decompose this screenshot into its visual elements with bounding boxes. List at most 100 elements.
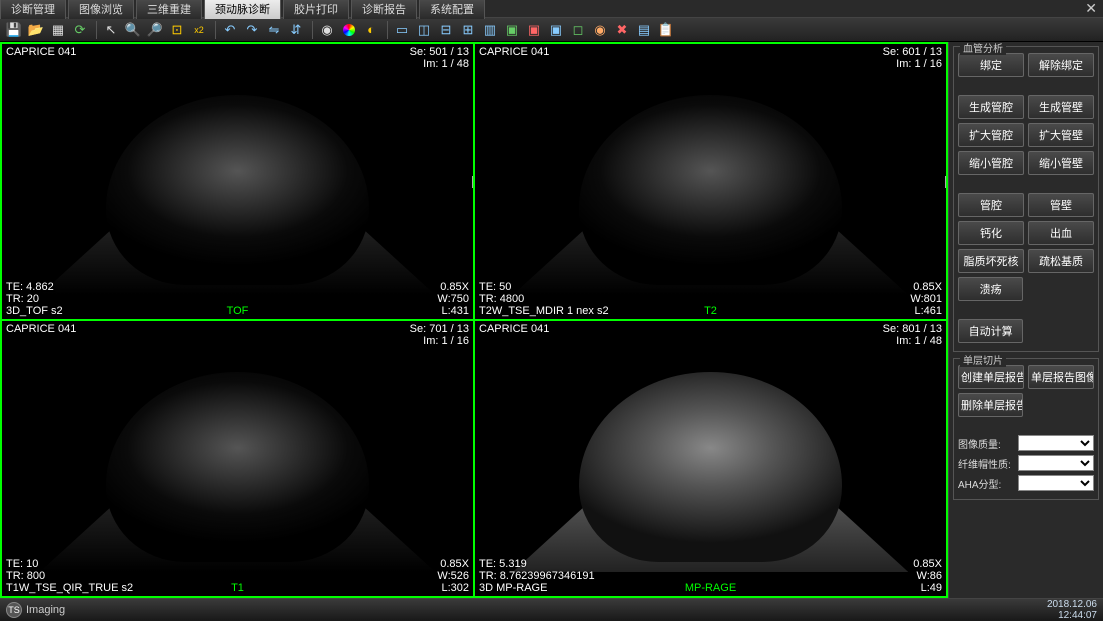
viewport-tof[interactable]: CAPRICE 041 Se: 501 / 13Im: 1 / 48 TE: 4… [1, 43, 474, 320]
gen-wall-button[interactable]: 生成管壁 [1028, 95, 1094, 119]
lipid-core-button[interactable]: 脂质坏死核 [958, 249, 1024, 273]
slice-report-image-button[interactable]: 单层报告图像 [1028, 365, 1094, 389]
separator [215, 21, 216, 39]
tool-report-icon[interactable]: 📋 [656, 20, 676, 40]
main-area: CAPRICE 041 Se: 501 / 13Im: 1 / 48 TE: 4… [0, 42, 1103, 598]
tool-rotate-right-icon[interactable]: ↷ [242, 20, 262, 40]
tool-cross-red-icon[interactable]: ✖ [612, 20, 632, 40]
tool-open-icon[interactable]: 📂 [26, 20, 46, 40]
sequence-label: T1 [231, 582, 244, 594]
tool-cd-icon[interactable]: ◉ [317, 20, 337, 40]
mri-image [475, 321, 946, 596]
tab-diagnosis-mgmt[interactable]: 诊断管理 [0, 0, 66, 19]
unbind-button[interactable]: 解除绑定 [1028, 53, 1094, 77]
tool-rotate-left-icon[interactable]: ↶ [220, 20, 240, 40]
hemorrhage-button[interactable]: 出血 [1028, 221, 1094, 245]
tool-layout2-icon[interactable]: ◫ [414, 20, 434, 40]
fibrous-cap-select[interactable] [1018, 455, 1094, 471]
shrink-lumen-button[interactable]: 缩小管腔 [958, 151, 1024, 175]
delete-slice-report-button[interactable]: 删除单层报告 [958, 393, 1023, 417]
tool-grid-icon[interactable]: ▦ [48, 20, 68, 40]
window-info: 0.85X W:750 L:431 [437, 281, 469, 317]
tab-image-browse[interactable]: 图像浏览 [68, 0, 134, 19]
ulcer-button[interactable]: 溃疡 [958, 277, 1023, 301]
calcification-button[interactable]: 钙化 [958, 221, 1024, 245]
mri-image [2, 321, 473, 596]
tool-window-green-icon[interactable]: ▣ [502, 20, 522, 40]
toolbar: 💾 📂 ▦ ⟳ ↖ 🔍 🔎 ⊡ x2 ↶ ↷ ⇋ ⇵ ◉ ◐ ▭ ◫ ⊟ ⊞ ▥… [0, 18, 1103, 42]
gen-lumen-button[interactable]: 生成管腔 [958, 95, 1024, 119]
slice-slider-thumb[interactable] [945, 176, 947, 188]
tool-layout5-icon[interactable]: ▥ [480, 20, 500, 40]
tab-film-print[interactable]: 胶片打印 [283, 0, 349, 19]
series-info: Se: 501 / 13Im: 1 / 48 [410, 46, 469, 70]
viewport-t2[interactable]: CAPRICE 041 Se: 601 / 13Im: 1 / 16 TE: 5… [474, 43, 947, 320]
tab-3d-recon[interactable]: 三维重建 [136, 0, 202, 19]
enlarge-wall-button[interactable]: 扩大管壁 [1028, 123, 1094, 147]
tool-pointer-icon[interactable]: ↖ [101, 20, 121, 40]
tool-flip-h-icon[interactable]: ⇋ [264, 20, 284, 40]
image-quality-select[interactable] [1018, 435, 1094, 451]
aha-type-select[interactable] [1018, 475, 1094, 491]
tool-layout4-icon[interactable]: ⊞ [458, 20, 478, 40]
tool-window-red-icon[interactable]: ▣ [524, 20, 544, 40]
tool-select-green-icon[interactable]: ◻ [568, 20, 588, 40]
loose-matrix-button[interactable]: 疏松基质 [1028, 249, 1094, 273]
patient-id: CAPRICE 041 [479, 323, 549, 335]
tool-circle-orange-icon[interactable]: ◉ [590, 20, 610, 40]
tool-lamp-icon[interactable]: ◐ [361, 20, 381, 40]
tool-save-icon[interactable]: 💾 [4, 20, 24, 40]
tab-carotid-diagnosis[interactable]: 颈动脉诊断 [204, 0, 281, 19]
tool-zoom-x2-icon[interactable]: x2 [189, 20, 209, 40]
sequence-label: TOF [227, 305, 249, 317]
logo-icon: TS [6, 602, 22, 618]
lumen-button[interactable]: 管腔 [958, 193, 1024, 217]
acquisition-info: TE: 5.319 TR: 8.76239967346191 3D MP-RAG… [479, 558, 595, 594]
viewport-mprage[interactable]: CAPRICE 041 Se: 801 / 13Im: 1 / 48 TE: 5… [474, 320, 947, 597]
tool-zoom-fit-icon[interactable]: ⊡ [167, 20, 187, 40]
window-info: 0.85X W:526 L:302 [437, 558, 469, 594]
tab-bar: 诊断管理 图像浏览 三维重建 颈动脉诊断 胶片打印 诊断报告 系统配置 ✕ [0, 0, 1103, 18]
tool-refresh-icon[interactable]: ⟳ [70, 20, 90, 40]
tab-diagnosis-report[interactable]: 诊断报告 [351, 0, 417, 19]
tool-zoom-in-icon[interactable]: 🔍 [123, 20, 143, 40]
bind-button[interactable]: 绑定 [958, 53, 1024, 77]
tool-window-blue-icon[interactable]: ▣ [546, 20, 566, 40]
auto-calc-button[interactable]: 自动计算 [958, 319, 1023, 343]
separator [387, 21, 388, 39]
enlarge-lumen-button[interactable]: 扩大管腔 [958, 123, 1024, 147]
patient-id: CAPRICE 041 [479, 46, 549, 58]
wall-button[interactable]: 管壁 [1028, 193, 1094, 217]
tool-layout3-icon[interactable]: ⊟ [436, 20, 456, 40]
logo: TS Imaging [6, 602, 65, 618]
tool-color-icon[interactable] [339, 20, 359, 40]
tool-flip-v-icon[interactable]: ⇵ [286, 20, 306, 40]
series-info: Se: 701 / 13Im: 1 / 16 [410, 323, 469, 347]
image-quality-label: 图像质量: [958, 436, 1014, 451]
sequence-label: T2 [704, 305, 717, 317]
close-icon[interactable]: ✕ [1085, 0, 1097, 17]
shrink-wall-button[interactable]: 缩小管壁 [1028, 151, 1094, 175]
image-viewer: CAPRICE 041 Se: 501 / 13Im: 1 / 48 TE: 4… [0, 42, 948, 598]
separator [312, 21, 313, 39]
tab-system-config[interactable]: 系统配置 [419, 0, 485, 19]
tool-layout1-icon[interactable]: ▭ [392, 20, 412, 40]
create-slice-report-button[interactable]: 创建单层报告 [958, 365, 1024, 389]
series-info: Se: 601 / 13Im: 1 / 16 [883, 46, 942, 70]
acquisition-info: TE: 10 TR: 800 T1W_TSE_QIR_TRUE s2 [6, 558, 133, 594]
acquisition-info: TE: 50 TR: 4800 T2W_TSE_MDIR 1 nex s2 [479, 281, 609, 317]
tool-zoom-out-icon[interactable]: 🔎 [145, 20, 165, 40]
acquisition-info: TE: 4.862 TR: 20 3D_TOF s2 [6, 281, 63, 317]
group-vessel-analysis: 血管分析 绑定 解除绑定 生成管腔 生成管壁 扩大管腔 扩大管壁 缩小管腔 缩小… [953, 46, 1099, 352]
viewport-t1[interactable]: CAPRICE 041 Se: 701 / 13Im: 1 / 16 TE: 1… [1, 320, 474, 597]
sequence-label: MP-RAGE [685, 582, 736, 594]
separator [96, 21, 97, 39]
window-info: 0.85X W:801 L:461 [910, 281, 942, 317]
datetime: 2018.12.0612:44:07 [1047, 599, 1097, 621]
patient-id: CAPRICE 041 [6, 46, 76, 58]
window-info: 0.85X W:86 L:49 [913, 558, 942, 594]
patient-id: CAPRICE 041 [6, 323, 76, 335]
group-title: 血管分析 [960, 42, 1006, 55]
tool-layers-icon[interactable]: ▤ [634, 20, 654, 40]
series-info: Se: 801 / 13Im: 1 / 48 [883, 323, 942, 347]
